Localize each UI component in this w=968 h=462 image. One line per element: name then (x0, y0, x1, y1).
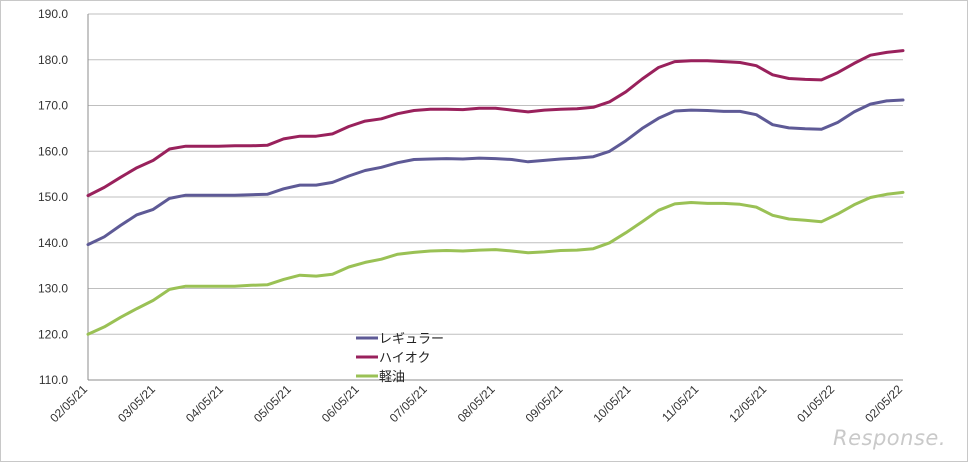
gridlines (88, 13, 903, 335)
y-tick-label: 170.0 (38, 99, 68, 113)
legend-label: レギュラー (379, 332, 444, 347)
x-tick-label: 12/05/21 (726, 382, 769, 425)
x-tick-label: 10/05/21 (591, 382, 634, 425)
y-tick-label: 130.0 (38, 282, 68, 296)
y-tick-label: 120.0 (38, 327, 68, 341)
x-tick-label: 01/05/22 (794, 382, 837, 425)
x-tick-label: 02/05/21 (47, 382, 90, 425)
series-line-1 (86, 98, 905, 247)
x-tick-label: 03/05/21 (115, 382, 158, 425)
y-tick-label: 180.0 (38, 53, 68, 67)
x-tick-label: 11/05/21 (659, 382, 702, 425)
y-tick-label: 190.0 (38, 7, 68, 21)
watermark-logo: Response. (833, 426, 946, 450)
x-axis-ticks: 02/05/21 03/05/21 04/05/21 05/05/21 06/05/21… (47, 382, 905, 425)
x-tick-label: 02/05/22 (862, 382, 905, 425)
x-tick-label: 08/05/21 (455, 382, 498, 425)
y-axis-ticks: 110.0 120.0 130.0 140.0 150.0 160.0 170.0 180.0… (38, 7, 68, 387)
series-line-3 (86, 190, 905, 336)
x-tick-label: 09/05/21 (523, 382, 566, 425)
x-tick-label: 04/05/21 (183, 382, 226, 425)
y-tick-label: 150.0 (38, 190, 68, 204)
legend-label: ハイオク (379, 351, 430, 366)
legend-label: 軽油 (379, 370, 405, 385)
x-tick-label: 06/05/21 (319, 382, 362, 425)
x-tick-label: 07/05/21 (387, 382, 430, 425)
x-tick-label: 05/05/21 (251, 382, 294, 425)
y-tick-label: 110.0 (39, 373, 68, 387)
y-tick-label: 140.0 (38, 236, 68, 250)
series-lines (86, 49, 905, 336)
y-tick-label: 160.0 (38, 144, 68, 158)
series-line-2 (86, 49, 905, 198)
